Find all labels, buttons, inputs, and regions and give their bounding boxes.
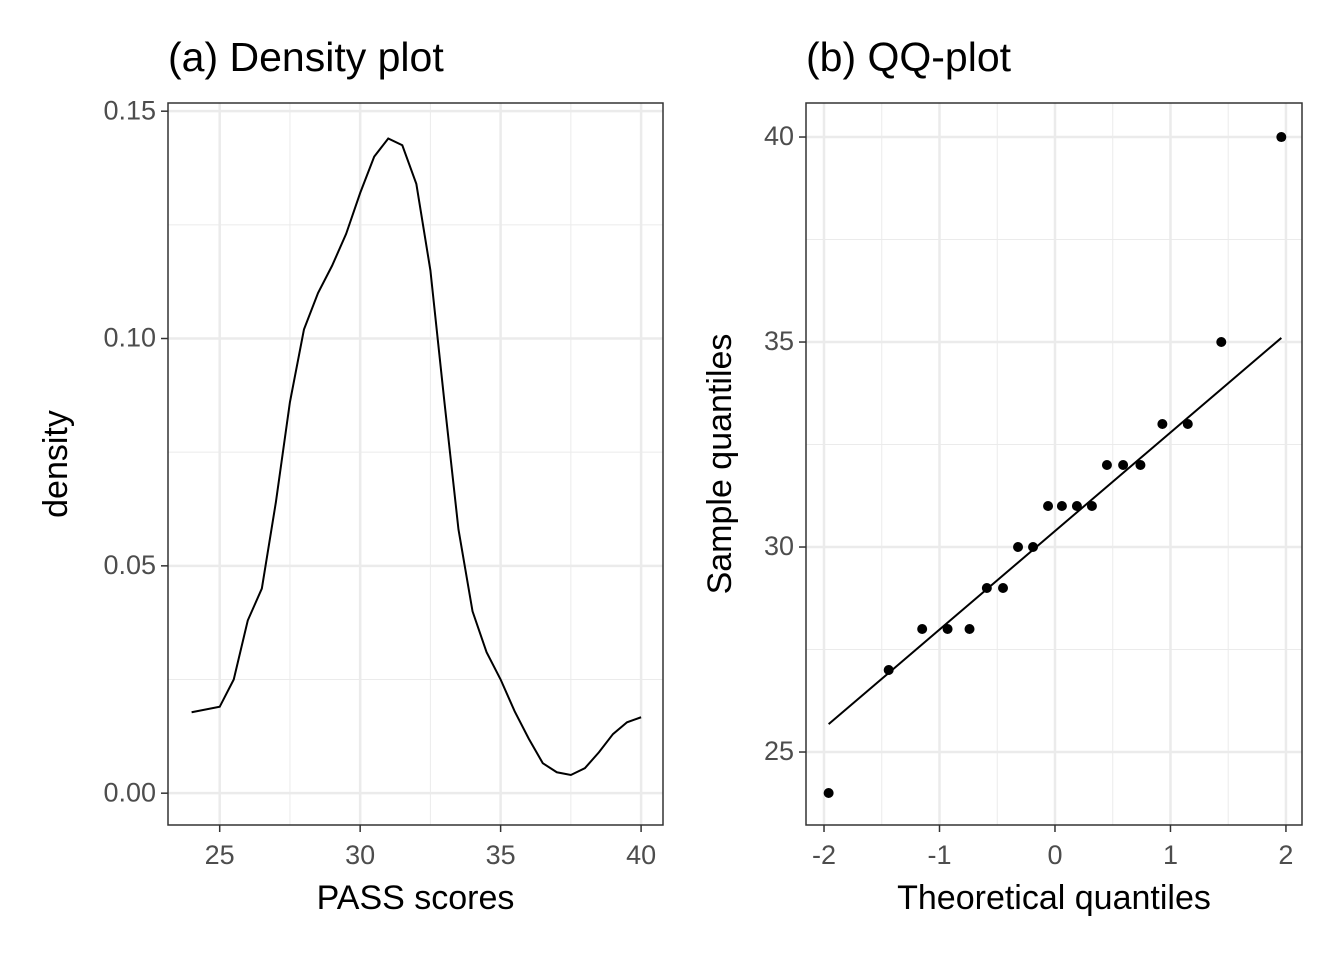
point	[998, 583, 1009, 594]
point	[917, 624, 928, 635]
y-tick-label: 0.15	[103, 95, 156, 125]
x-tick-label: 25	[205, 840, 235, 870]
x-tick-label: 2	[1278, 840, 1293, 870]
x-tick-label: 0	[1047, 840, 1062, 870]
point	[1013, 542, 1024, 553]
y-tick-label: 0.05	[103, 550, 156, 580]
point	[1216, 337, 1227, 348]
x-tick-label: 30	[345, 840, 375, 870]
point	[981, 583, 992, 594]
x-axis-label: Theoretical quantiles	[897, 879, 1211, 917]
point	[1086, 501, 1097, 512]
point	[1101, 460, 1112, 471]
y-axis-label: Sample quantiles	[701, 334, 739, 595]
x-tick-label: 35	[486, 840, 516, 870]
y-tick-label: 25	[764, 736, 794, 766]
y-tick-label: 30	[764, 531, 794, 561]
point	[883, 665, 894, 676]
y-tick-label: 0.10	[103, 323, 156, 353]
point	[1056, 501, 1067, 512]
point	[1118, 460, 1129, 471]
panel-background	[168, 103, 663, 825]
point	[942, 624, 953, 635]
chart-title: (b) QQ-plot	[806, 34, 1012, 80]
x-tick-label: 40	[626, 840, 656, 870]
x-tick-label: -2	[812, 840, 836, 870]
point	[1157, 419, 1168, 430]
point	[1135, 460, 1146, 471]
point	[1043, 501, 1054, 512]
panel-border	[167, 102, 664, 826]
reference-line	[827, 337, 1282, 725]
point	[1276, 132, 1287, 143]
y-axis-label: density	[37, 410, 75, 518]
panel-border	[805, 102, 1303, 826]
point	[964, 624, 975, 635]
point	[823, 788, 834, 799]
y-tick-label: 0.00	[103, 777, 156, 807]
point	[1028, 542, 1039, 553]
x-axis-label: PASS scores	[317, 879, 515, 917]
y-tick-label: 40	[764, 121, 794, 151]
density-line	[191, 137, 642, 777]
chart-title: (a) Density plot	[168, 34, 444, 80]
x-tick-label: 1	[1163, 840, 1178, 870]
point	[1182, 419, 1193, 430]
point	[1071, 501, 1082, 512]
y-tick-label: 35	[764, 326, 794, 356]
x-tick-label: -1	[927, 840, 951, 870]
